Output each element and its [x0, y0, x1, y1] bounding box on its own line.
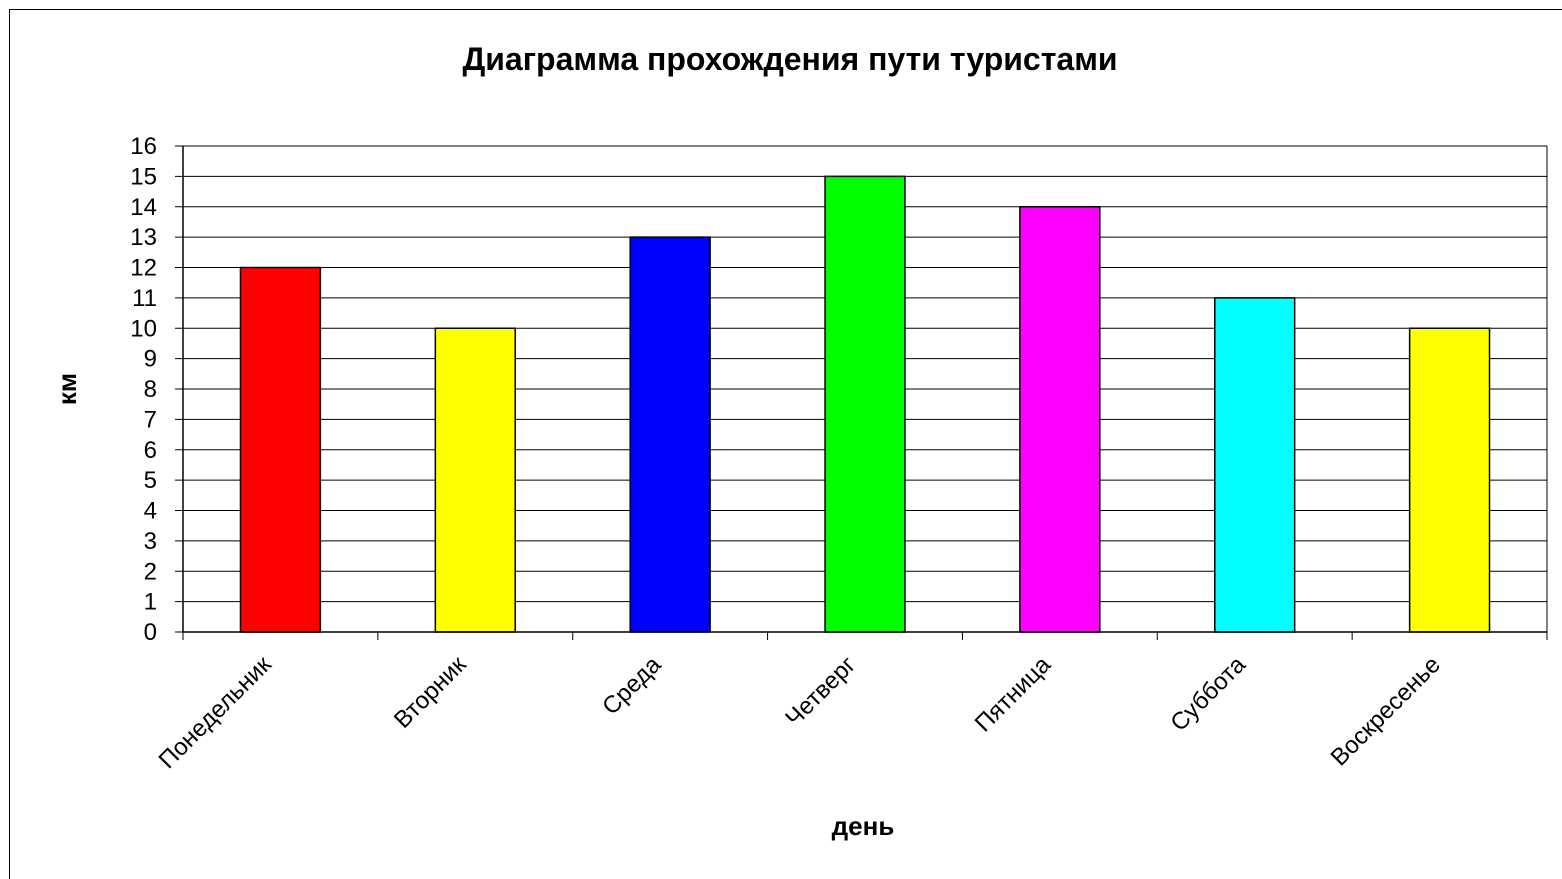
- y-tick-label: 11: [132, 285, 157, 312]
- bar-4: [824, 175, 906, 633]
- y-tick-label: 16: [130, 133, 157, 160]
- y-tick-label: 1: [144, 589, 157, 616]
- axes: [175, 145, 1548, 640]
- bar-7: [1408, 327, 1491, 633]
- chart-title: Диаграмма прохождения пути туристами: [462, 41, 1117, 77]
- x-tick-label: Четверг: [780, 651, 861, 732]
- x-tick-label: Суббота: [1165, 651, 1251, 737]
- y-tick-label: 4: [144, 498, 157, 525]
- y-tick-label: 12: [130, 255, 157, 282]
- y-tick-label: 0: [144, 619, 157, 646]
- y-tick-label: 7: [144, 406, 157, 433]
- bar-6: [1214, 297, 1296, 633]
- x-tick-label: Понедельник: [154, 651, 277, 774]
- y-tick-label: 6: [144, 437, 157, 464]
- bar-3: [629, 236, 711, 633]
- y-tick-label: 13: [130, 224, 157, 251]
- y-axis-title: км: [52, 373, 82, 405]
- y-tick-label: 9: [144, 346, 157, 373]
- x-axis-title: день: [832, 811, 895, 841]
- bar-5: [1019, 206, 1101, 633]
- y-tick-label: 15: [130, 163, 157, 190]
- x-tick-labels: Понедельник Вторник Среда Четверг Пятница Суб…: [154, 651, 1446, 774]
- bars: [239, 175, 1491, 633]
- y-tick-label: 8: [144, 376, 157, 403]
- y-tick-label: 5: [144, 467, 157, 494]
- y-tick-label: 10: [130, 315, 157, 342]
- x-tick-label: Пятница: [970, 651, 1057, 738]
- x-tick-label: Среда: [597, 651, 667, 721]
- y-tick-label: 3: [144, 528, 157, 555]
- bar-2: [434, 327, 516, 633]
- y-tick-label: 14: [130, 194, 157, 221]
- y-tick-label: 2: [144, 558, 157, 585]
- x-tick-label: Вторник: [389, 651, 472, 734]
- bar-1: [239, 266, 322, 633]
- x-tick-label: Воскресенье: [1326, 651, 1446, 771]
- chart-frame: [9, 9, 1562, 879]
